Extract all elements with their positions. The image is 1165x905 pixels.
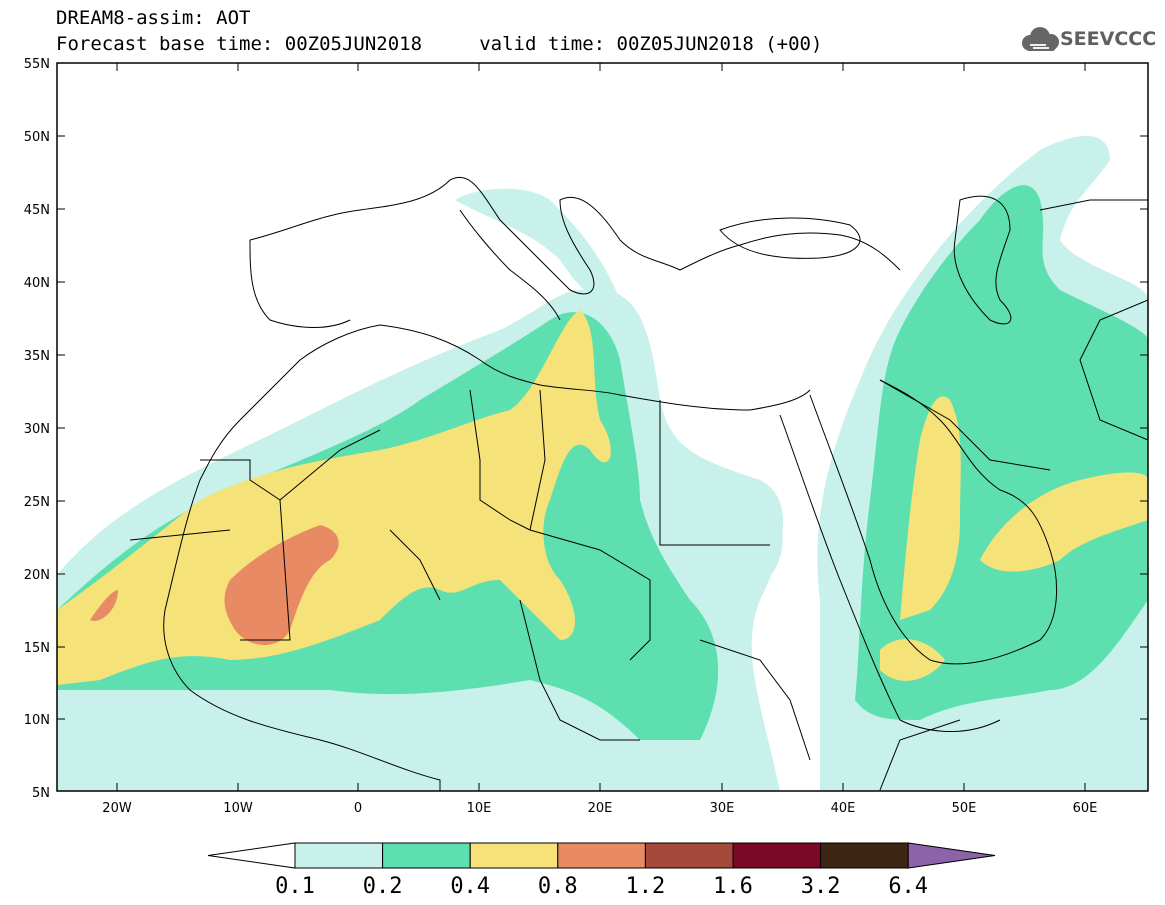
lon-label: 40E (831, 801, 856, 816)
lon-label: 60E (1073, 801, 1098, 816)
lon-label: 50E (952, 801, 977, 816)
lon-label: 20E (588, 801, 613, 816)
map-title: DREAM8-assim: AOT (56, 7, 251, 29)
lat-label: 45N (24, 203, 50, 218)
lat-label: 35N (24, 349, 50, 364)
lat-label: 5N (32, 786, 50, 801)
lat-label: 55N (24, 57, 50, 72)
lat-label: 25N (24, 495, 50, 510)
lon-label: 30E (710, 801, 735, 816)
axis-ticks (57, 62, 1148, 791)
aot-band-0.4 (57, 310, 1148, 685)
coastlines-borders (129, 177, 1148, 791)
lon-label: 0 (354, 801, 362, 816)
latitude-labels: 55N 50N 45N 40N 35N 30N 25N 20N 15N 10N … (24, 57, 50, 801)
cloud-logo-icon (1022, 27, 1059, 51)
lat-label: 50N (24, 130, 50, 145)
lon-label: 10E (467, 801, 492, 816)
aot-band-0.8 (90, 525, 339, 645)
forecast-time-line: Forecast base time: 00Z05JUN2018 valid t… (56, 33, 823, 55)
lat-label: 40N (24, 276, 50, 291)
lat-label: 20N (24, 568, 50, 583)
lat-label: 10N (24, 713, 50, 728)
lon-label: 10W (223, 801, 253, 816)
lat-label: 30N (24, 422, 50, 437)
map-frame (56, 62, 1149, 792)
lon-label: 20W (102, 801, 132, 816)
logo-text: SEEVCCC (1060, 28, 1157, 50)
longitude-labels: 20W 10W 0 10E 20E 30E 40E 50E 60E (102, 801, 1097, 816)
lat-label: 15N (24, 641, 50, 656)
